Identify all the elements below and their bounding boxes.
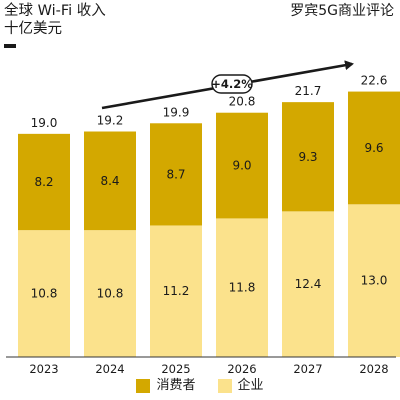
data-label-enterprise-2028: 13.0: [361, 274, 388, 288]
legend-swatch-enterprise: [217, 379, 232, 393]
chart-title: 全球 Wi-Fi 收入 十亿美元: [4, 2, 106, 38]
x-tick-label-2023: 2023: [29, 362, 58, 376]
total-label-2023: 19.0: [31, 116, 58, 130]
data-label-consumer-2028: 9.6: [364, 141, 383, 155]
data-label-enterprise-2027: 12.4: [295, 277, 322, 291]
bar-enterprise-2023: [18, 230, 70, 357]
total-label-2026: 20.8: [229, 95, 256, 109]
total-label-2025: 19.9: [163, 105, 190, 119]
growth-annotation-box: [211, 74, 253, 94]
bar-consumer-2026: [216, 112, 268, 219]
bar-enterprise-2028: [348, 204, 400, 357]
x-tick-label-2025: 2025: [161, 362, 190, 376]
bar-consumer-2028: [348, 91, 400, 205]
data-label-enterprise-2026: 11.8: [229, 281, 256, 295]
bar-consumer-2025: [150, 123, 202, 226]
chart-title-line1: 全球 Wi-Fi 收入: [4, 3, 106, 19]
data-label-consumer-2023: 8.2: [34, 175, 53, 189]
bar-enterprise-2024: [84, 230, 136, 357]
data-label-enterprise-2024: 10.8: [97, 287, 124, 301]
bar-enterprise-2026: [216, 218, 268, 357]
labels-group: 10.8 8.2 19.0 10.8 8.4 19.2 11.2 8.7 19.9 11.8 9.0…: [31, 74, 388, 301]
total-label-2028: 22.6: [361, 74, 388, 88]
x-tick-label-2026: 2026: [227, 362, 256, 376]
bar-consumer-2023: [18, 133, 70, 231]
bar-enterprise-2025: [150, 225, 202, 357]
legend-label-consumer: 消费者: [156, 378, 196, 393]
x-tick-label-2024: 2024: [95, 362, 124, 376]
legend-item-enterprise: 企业: [217, 378, 264, 394]
data-label-consumer-2026: 9.0: [232, 159, 251, 173]
chart-legend: 消费者 企业: [0, 378, 400, 394]
growth-annotation-text: +4.2%: [211, 77, 253, 91]
chart-unit-label: 十亿美元: [4, 21, 62, 37]
data-label-consumer-2027: 9.3: [298, 150, 317, 164]
total-label-2027: 21.7: [295, 84, 322, 98]
bar-enterprise-2027: [282, 211, 334, 357]
data-label-consumer-2025: 8.7: [166, 167, 185, 181]
bars-group: [18, 91, 400, 357]
total-label-2024: 19.2: [97, 114, 124, 128]
legend-label-enterprise: 企业: [237, 378, 264, 393]
brand-label: 罗宾5G商业评论: [290, 3, 394, 19]
x-tick-label-2028: 2028: [359, 362, 388, 376]
title-dash-mark: [4, 44, 16, 48]
bar-consumer-2027: [282, 102, 334, 212]
data-label-enterprise-2023: 10.8: [31, 287, 58, 301]
data-label-enterprise-2025: 11.2: [163, 284, 190, 298]
x-tick-labels: 2023 2024 2025 2026 2027 2028: [29, 362, 388, 376]
legend-swatch-consumer: [136, 379, 151, 393]
legend-item-consumer: 消费者: [136, 378, 196, 394]
x-tick-label-2027: 2027: [293, 362, 322, 376]
bar-consumer-2024: [84, 131, 136, 231]
data-label-consumer-2024: 8.4: [100, 174, 119, 188]
